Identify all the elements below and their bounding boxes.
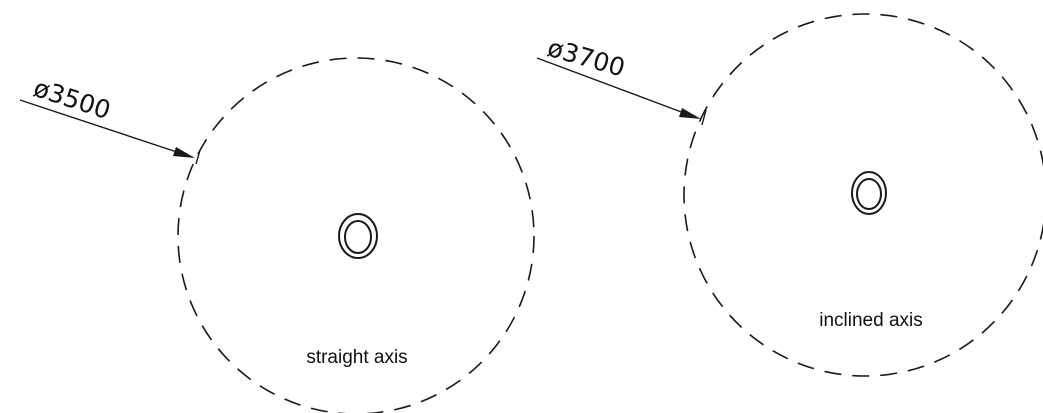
straight-axis-shaft-outer [338, 213, 378, 259]
inclined-axis-outline-circle [683, 13, 1043, 377]
straight-axis-leader-line [19, 99, 187, 156]
inclined-axis-shaft-inner [856, 178, 882, 210]
straight-axis-tick [195, 149, 201, 165]
straight-axis-caption: straight axis [306, 347, 407, 368]
straight-axis-group: ø3500 straight axis [19, 57, 535, 413]
inclined-axis-caption: inclined axis [819, 310, 923, 331]
inclined-axis-group: ø3700 inclined axis [536, 13, 1043, 377]
inclined-axis-arrowhead [679, 108, 701, 119]
straight-axis-arrowhead [173, 147, 195, 158]
inclined-axis-leader-line [536, 57, 693, 117]
inclined-axis-shaft-outer [851, 171, 887, 215]
straight-axis-shaft-inner [344, 220, 372, 254]
inclined-axis-tick [701, 109, 707, 126]
inclined-axis-dimension-label: ø3700 [544, 33, 628, 83]
straight-axis-outline-circle [177, 57, 535, 413]
